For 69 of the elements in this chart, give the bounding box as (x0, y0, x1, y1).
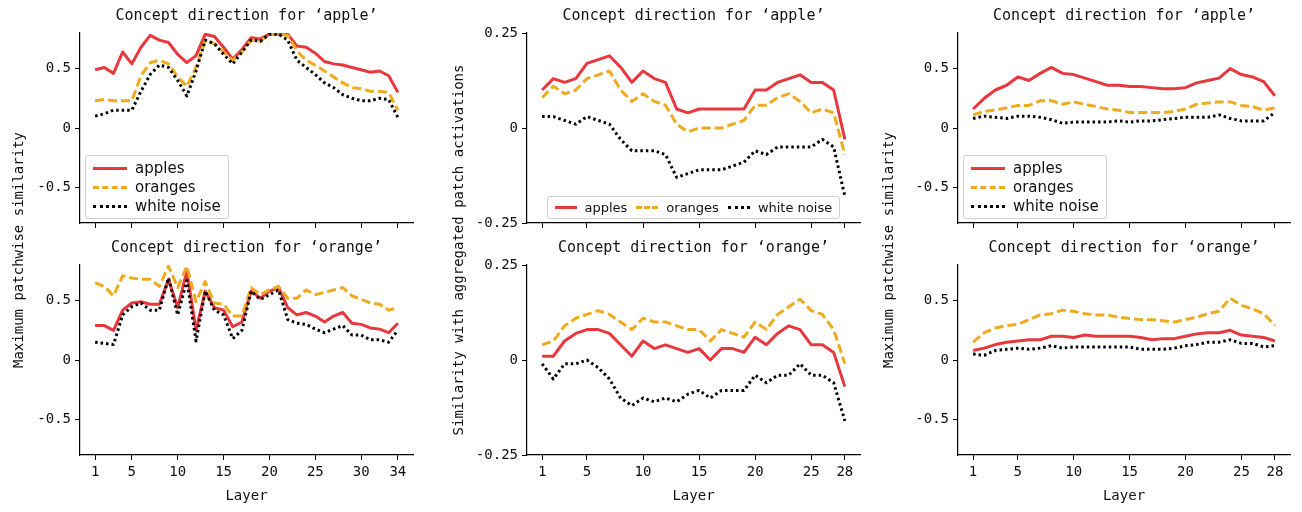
x-axis-title: Layer (1102, 487, 1146, 503)
x-tick-label: 15 (690, 463, 708, 480)
x-tick-label: 20 (746, 463, 764, 480)
y-tick-label: -0.5 (915, 410, 949, 427)
y-tick-label: -0.25 (475, 445, 518, 462)
x-tick-label: 20 (1177, 463, 1194, 480)
y-tick-label: 0.25 (484, 255, 518, 272)
y-tick-label: 0.25 (484, 23, 518, 40)
x-tick-label: 28 (1266, 463, 1284, 480)
x-axis-title: Layer (225, 487, 268, 503)
x-tick-label: 15 (215, 463, 232, 480)
x-tick-label: 1 (968, 463, 978, 480)
chart-title: Concept direction for ‘apple’ (562, 6, 825, 24)
y-tick-label: 0.5 (45, 59, 71, 76)
legend-label: apples (1013, 159, 1063, 177)
legend-label: white noise (1013, 197, 1099, 215)
x-tick-label: 15 (1121, 463, 1139, 480)
y-tick-label: -0.5 (915, 178, 949, 195)
legend-label: oranges (135, 178, 196, 196)
line-series (971, 338, 1277, 357)
line-series (540, 69, 847, 157)
y-tick-label: 0 (940, 350, 949, 367)
chart-title: Concept direction for ‘orange’ (988, 238, 1260, 256)
x-tick-label: 1 (537, 463, 547, 480)
y-tick-label: 0 (62, 350, 71, 367)
line-series (971, 296, 1277, 344)
legend-label: apples (135, 159, 185, 177)
line-series (540, 297, 847, 366)
chart-title: Concept direction for ‘apple’ (993, 6, 1255, 24)
x-tick-label: 25 (802, 463, 820, 480)
legend-label: apples (584, 200, 628, 215)
x-tick-label: 5 (582, 463, 592, 480)
y-tick-label: 0 (940, 118, 949, 135)
x-tick-label: 34 (389, 463, 407, 480)
y-tick-label: 0 (509, 118, 518, 135)
y-tick-label: 0.5 (45, 291, 71, 308)
line-series (540, 115, 847, 198)
x-tick-label: 20 (261, 463, 278, 480)
chart-title: Concept direction for ‘orange’ (111, 238, 382, 256)
chart-title: Concept direction for ‘orange’ (558, 238, 829, 256)
y-tick-label: 0.5 (923, 59, 949, 76)
line-series (540, 358, 847, 423)
x-tick-label: 1 (90, 463, 100, 480)
legend-label: white noise (135, 197, 221, 215)
x-axis-title: Layer (672, 487, 715, 503)
y-tick-label: 0.5 (923, 291, 949, 308)
x-tick-label: 5 (1013, 463, 1023, 480)
y-tick-label: -0.25 (475, 213, 518, 230)
y-tick-label: 0 (62, 118, 71, 135)
y-axis-title: Maximum patchwise similarity (880, 131, 896, 369)
y-tick-label: -0.5 (37, 178, 71, 195)
legend-label: white noise (757, 200, 833, 215)
line-series (971, 99, 1277, 117)
x-tick-label: 30 (352, 463, 370, 480)
y-tick-label: 0 (509, 350, 518, 367)
legend-label: oranges (1013, 178, 1074, 196)
x-tick-label: 28 (836, 463, 854, 480)
y-tick-label: -0.5 (37, 410, 71, 427)
x-tick-label: 25 (1232, 463, 1250, 480)
x-tick-label: 5 (127, 463, 137, 480)
line-series (93, 276, 400, 347)
legend-label: oranges (666, 200, 719, 215)
y-axis-title: Maximum patchwise similarity (10, 131, 26, 369)
x-tick-label: 10 (1065, 463, 1083, 480)
x-tick-label: 10 (634, 463, 652, 480)
chart-title: Concept direction for ‘apple’ (115, 6, 378, 24)
x-tick-label: 10 (169, 463, 187, 480)
y-axis-title: Similarity with aggregated patch activations (450, 64, 466, 436)
x-tick-label: 25 (306, 463, 324, 480)
